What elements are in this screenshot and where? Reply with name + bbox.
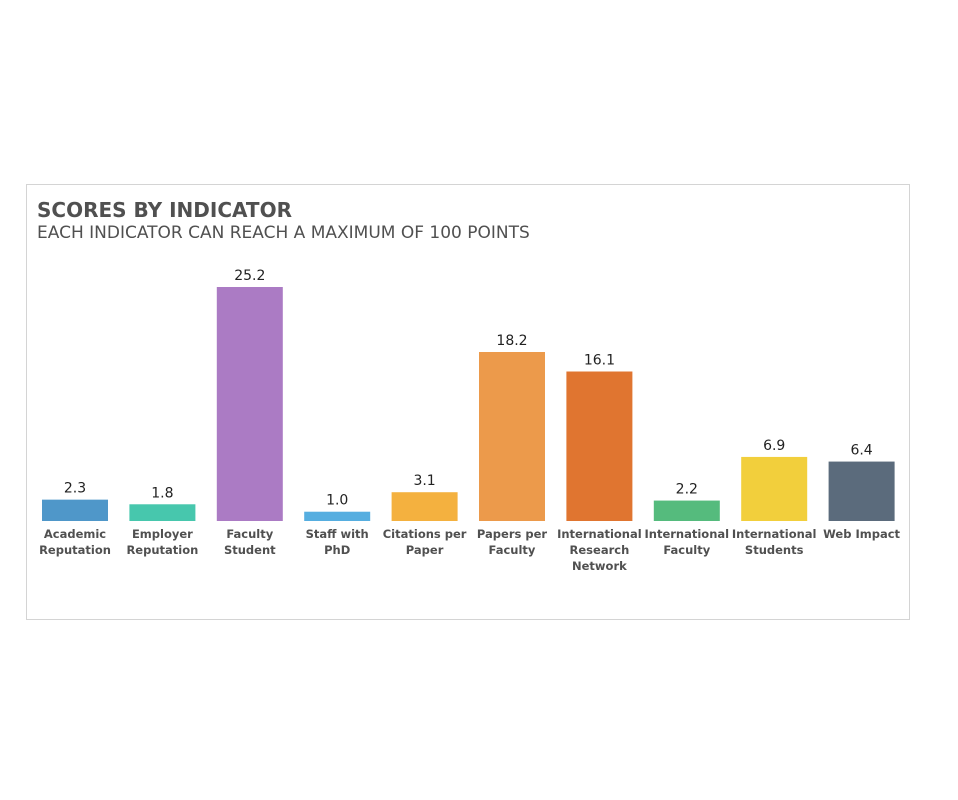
bar (828, 461, 895, 521)
value-label: 25.2 (234, 268, 265, 284)
x-tick-label: International Faculty (644, 527, 730, 557)
bar (566, 371, 633, 521)
value-label: 6.4 (850, 443, 872, 459)
x-tick-label: International Research Network (557, 527, 642, 573)
x-tick-label: Staff with PhD (305, 527, 369, 557)
chart-subtitle: EACH INDICATOR CAN REACH A MAXIMUM OF 10… (37, 223, 530, 243)
value-label: 18.2 (496, 333, 527, 349)
bar (741, 456, 808, 521)
value-label: 2.2 (676, 482, 698, 498)
bar (391, 492, 458, 521)
chart-frame (26, 184, 910, 620)
bar (129, 504, 196, 521)
bar (653, 500, 720, 521)
x-tick-label: International Students (731, 527, 817, 557)
value-label: 3.1 (413, 473, 435, 489)
x-tick-label: Papers per Faculty (476, 527, 548, 557)
chart-title: SCORES BY INDICATOR (37, 198, 292, 222)
value-label: 16.1 (584, 353, 615, 369)
bar (42, 499, 108, 521)
bar (304, 511, 371, 521)
x-tick-label: Citations per Paper (382, 527, 467, 557)
x-tick-label: Faculty Student (223, 527, 276, 557)
bar (479, 352, 545, 521)
value-label: 6.9 (763, 438, 785, 454)
bar (216, 287, 283, 521)
value-label: 2.3 (64, 481, 86, 497)
x-tick-label: Web Impact (823, 527, 901, 541)
x-tick-label: Employer Reputation (126, 527, 199, 557)
value-label: 1.8 (151, 485, 173, 501)
x-tick-label: Academic Reputation (39, 527, 111, 557)
value-label: 1.0 (326, 493, 348, 509)
